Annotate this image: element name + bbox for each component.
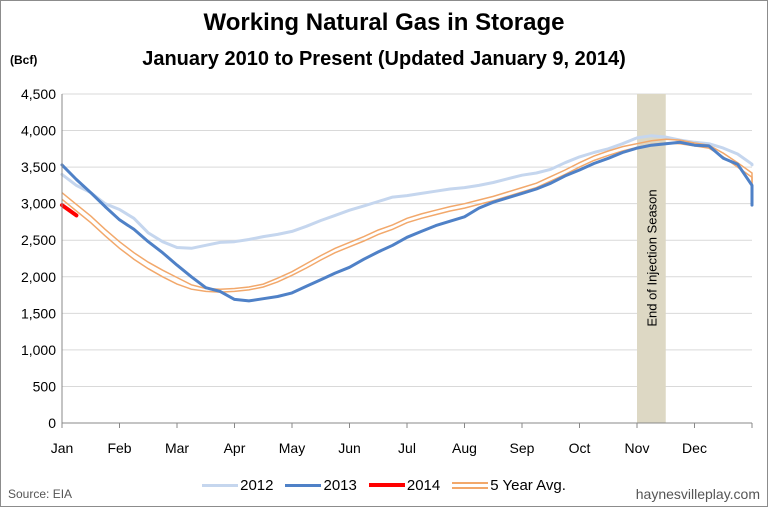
x-tick-label: Feb [107, 440, 131, 456]
x-tick-label: Sep [510, 440, 535, 456]
y-tick-label: 3,500 [21, 159, 56, 175]
legend-label: 2013 [323, 476, 357, 494]
injection-season-rect [637, 94, 666, 423]
x-tick-label: Jul [398, 440, 416, 456]
x-tick-label: Aug [452, 440, 477, 456]
series-2014 [60, 203, 79, 218]
legend-item: 2014 [368, 476, 441, 494]
x-axis-tick-labels: Jan Feb Mar Apr May Jun Jul Aug Sep Oct Nov Dec [51, 440, 707, 456]
injection-season-label: End of Injection Season [644, 189, 659, 326]
y-tick-label: 1,500 [21, 305, 56, 321]
series-2013 [60, 140, 754, 303]
chart-subtitle: January 2010 to Present (Updated January… [142, 48, 626, 70]
y-tick-label: 500 [33, 378, 57, 394]
series-5yr-avg-upper [61, 138, 753, 290]
x-tick-label: Apr [224, 440, 246, 456]
legend: 2012 2013 2014 5 Year Avg. [0, 474, 768, 496]
y-tick-label: 1,000 [21, 342, 56, 358]
x-tick-label: Dec [682, 440, 707, 456]
y-tick-label: 0 [48, 415, 56, 431]
y-tick-label: 4,500 [21, 86, 56, 102]
legend-label: 5 Year Avg. [490, 476, 566, 494]
chart-title: Working Natural Gas in Storage [203, 9, 565, 36]
x-tick-label: Mar [165, 440, 189, 456]
axes [61, 94, 753, 428]
x-tick-label: Jan [51, 440, 74, 456]
legend-swatch [285, 480, 322, 490]
y-tick-label: 3,000 [21, 196, 56, 212]
source-note: Source: EIA [8, 487, 73, 501]
x-tick-label: May [279, 440, 305, 456]
legend-swatch [452, 480, 489, 490]
x-tick-label: Oct [569, 440, 591, 456]
injection-season-band: End of Injection Season [637, 94, 666, 423]
legend-label: 2014 [406, 476, 441, 494]
y-tick-label: 4,000 [21, 123, 56, 139]
y-axis-tick-labels: 0 500 1,000 1,500 2,000 2,500 3,000 3,500 4,000 4… [21, 86, 56, 431]
legend-item: 2012 [202, 477, 273, 494]
x-tick-label: Nov [625, 440, 650, 456]
legend-item: 5 Year Avg. [452, 477, 566, 494]
site-credit: haynesvilleplay.com [635, 486, 760, 502]
legend-swatch [368, 480, 405, 490]
y-axis-unit-label: (Bcf) [10, 53, 38, 67]
series-2012 [60, 134, 754, 250]
y-tick-label: 2,000 [21, 269, 56, 285]
series-layer [60, 134, 754, 303]
legend-swatch [202, 480, 239, 490]
x-tick-label: Jun [338, 440, 361, 456]
legend-label: 2012 [240, 476, 274, 494]
y-tick-label: 2,500 [21, 232, 56, 248]
legend-item: 2013 [285, 476, 357, 494]
